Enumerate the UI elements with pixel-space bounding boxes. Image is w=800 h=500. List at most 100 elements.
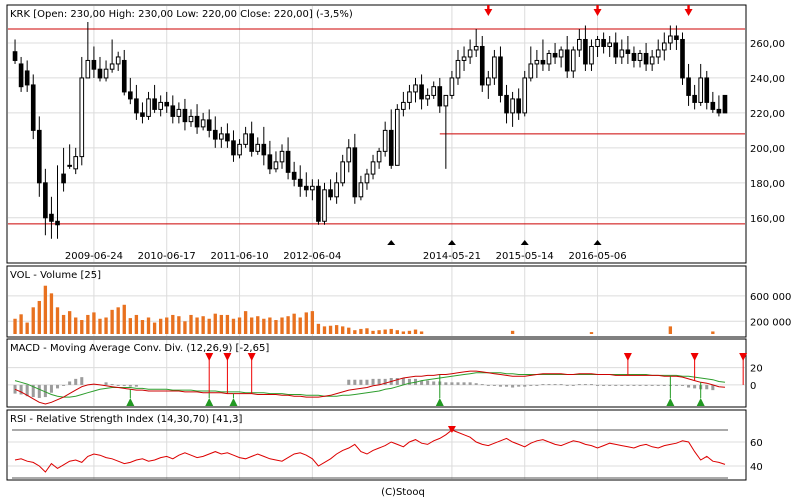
macd-histogram-bar [43, 384, 47, 398]
macd-histogram-bar [365, 379, 369, 385]
price-candle-body [661, 42, 667, 51]
price-candle-body [279, 150, 285, 163]
macd-histogram-bar [80, 377, 84, 385]
price-candle-body [437, 86, 443, 107]
price-candle-body [206, 119, 212, 131]
price-candle-body [310, 185, 315, 191]
macd-line [14, 370, 726, 405]
rsi-panel: 40 60 [8, 411, 763, 479]
volume-bar [310, 311, 315, 334]
macd-histogram-bar [517, 384, 521, 387]
volume-bar [67, 311, 72, 334]
price-candle-body [534, 59, 540, 65]
macd-y-tick-label: 20 [750, 364, 763, 375]
price-candle-body [564, 49, 570, 72]
macd-histogram-bar [377, 378, 381, 385]
price-candle-body [704, 77, 710, 103]
price-candle-body [231, 140, 236, 156]
price-candle-body [91, 59, 97, 70]
volume-bar [31, 307, 35, 334]
macd-histogram-bar [680, 384, 685, 386]
price-candle-body [128, 91, 133, 100]
volume-bar [177, 316, 181, 334]
price-candle-body [170, 105, 176, 117]
volume-bar [165, 317, 169, 334]
price-candle-body [710, 101, 716, 110]
volume-bar [116, 307, 120, 334]
price-candle-body [79, 77, 85, 158]
macd-histogram-bar [55, 384, 60, 389]
price-candle-body [291, 171, 297, 180]
macd-histogram-bar [68, 381, 72, 385]
price-candle-body [121, 59, 127, 93]
volume-bar [13, 318, 17, 334]
volume-bar [328, 325, 333, 334]
price-candle-body [607, 42, 612, 47]
macd-histogram-bar [122, 384, 126, 386]
macd-histogram-bar [596, 384, 600, 386]
volume-bar [86, 314, 90, 334]
price-candle-body [498, 56, 503, 96]
price-x-tick-label: 2014-05-21 [423, 251, 481, 262]
macd-histogram-bar [359, 379, 363, 385]
price-sell-arrow-icon [684, 5, 693, 16]
price-y-tick-label: 240,00 [750, 74, 785, 85]
volume-bar [395, 330, 399, 334]
volume-bar [371, 330, 375, 334]
volume-y-tick-label: 600 000 [750, 292, 791, 303]
volume-bar [201, 316, 205, 334]
macd-histogram-bar [589, 384, 593, 386]
macd-histogram-bar [104, 382, 108, 385]
volume-bar [250, 317, 254, 334]
volume-bar [219, 314, 224, 334]
macd-histogram-bar [462, 382, 466, 385]
price-candle-body [334, 182, 339, 198]
volume-bar [365, 328, 369, 334]
price-candle-body [158, 101, 163, 110]
volume-bar [377, 330, 381, 334]
price-candle-body [625, 49, 631, 54]
macd-histogram-bar [505, 384, 509, 387]
volume-bar [92, 312, 96, 334]
price-event-triangle-icon [520, 240, 529, 245]
volume-bar [413, 329, 418, 334]
price-y-tick-label: 200,00 [750, 144, 785, 155]
macd-panel: 0 20 [8, 340, 763, 406]
price-candle-body [716, 108, 722, 114]
macd-sell-marker-icon [247, 353, 256, 361]
macd-histogram-bar [656, 384, 660, 386]
macd-histogram-bar [541, 384, 545, 386]
volume-bar [304, 312, 308, 334]
price-candle-body [237, 143, 242, 156]
macd-sell-marker-icon [623, 353, 632, 361]
volume-bar [359, 328, 363, 334]
volume-bar [225, 314, 230, 334]
price-candle-body [370, 161, 376, 175]
macd-y-tick-label: 0 [750, 381, 756, 392]
price-candle-body [655, 49, 661, 58]
macd-histogram-bar [626, 384, 630, 386]
price-candle-body [303, 185, 309, 191]
volume-bar [152, 322, 157, 334]
volume-bar [274, 320, 278, 334]
price-candle-body [200, 119, 206, 128]
price-candle-body [316, 185, 321, 222]
price-candle-body [18, 63, 24, 88]
price-sell-arrow-icon [593, 5, 602, 16]
volume-bar [668, 326, 673, 334]
price-candle-body [109, 63, 115, 70]
macd-histogram-bar [498, 384, 502, 387]
price-candle-body [443, 94, 449, 107]
macd-histogram-bar [37, 384, 41, 398]
volume-bar [237, 317, 242, 334]
price-candle-body [73, 156, 79, 170]
macd-histogram-bar [638, 384, 642, 386]
macd-histogram-bar [711, 384, 715, 391]
price-candle-body [467, 49, 473, 58]
volume-bar [322, 326, 327, 334]
price-candle-body [30, 84, 36, 131]
volume-bar [189, 314, 193, 334]
macd-histogram-bar [650, 384, 654, 386]
price-candle-body [589, 45, 594, 65]
price-candle-body [322, 189, 327, 222]
